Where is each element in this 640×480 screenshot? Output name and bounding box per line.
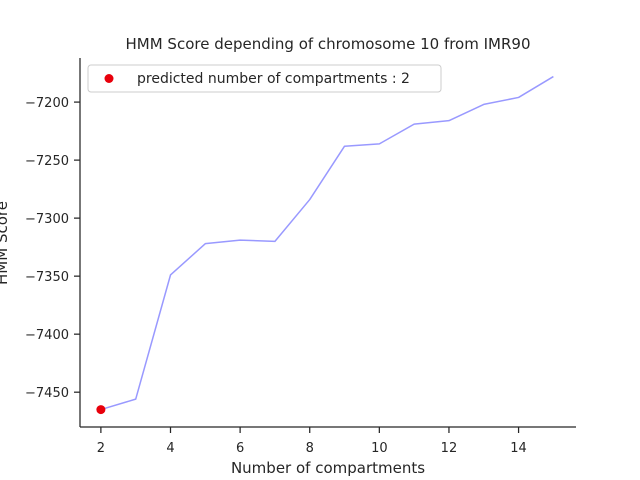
plot-area: [96, 75, 554, 415]
x-tick-label: 14: [510, 441, 527, 456]
legend-box: [87, 64, 442, 93]
x-tick-label: 6: [236, 441, 244, 456]
y-tick-label: −7450: [25, 386, 69, 401]
x-tick-label: 2: [97, 441, 105, 456]
y-tick-label: −7400: [25, 328, 69, 343]
x-axis-label: Number of compartments: [231, 459, 425, 477]
x-tick-label: 12: [441, 441, 458, 456]
x-tick-label: 8: [306, 441, 314, 456]
legend: predicted number of compartments : 2: [87, 64, 442, 93]
y-tick-label: −7350: [25, 270, 69, 285]
predicted-point: [96, 405, 106, 415]
y-axis-label: HMM Score: [0, 201, 11, 285]
y-tick-label: −7250: [25, 154, 69, 169]
x-tick-label: 10: [371, 441, 388, 456]
y-tick-label: −7200: [25, 96, 69, 111]
legend-label: predicted number of compartments : 2: [137, 71, 410, 87]
x-tick-label: 4: [166, 441, 174, 456]
x-axis: 2 4 6 8 10 12 14: [80, 426, 576, 456]
legend-marker: [104, 74, 114, 83]
chart-title: HMM Score depending of chromosome 10 fro…: [126, 35, 531, 53]
y-tick-label: −7300: [25, 212, 69, 227]
score-line: [100, 75, 554, 411]
y-axis: −7450 −7400 −7350 −7300 −7250 −7200: [25, 58, 81, 427]
